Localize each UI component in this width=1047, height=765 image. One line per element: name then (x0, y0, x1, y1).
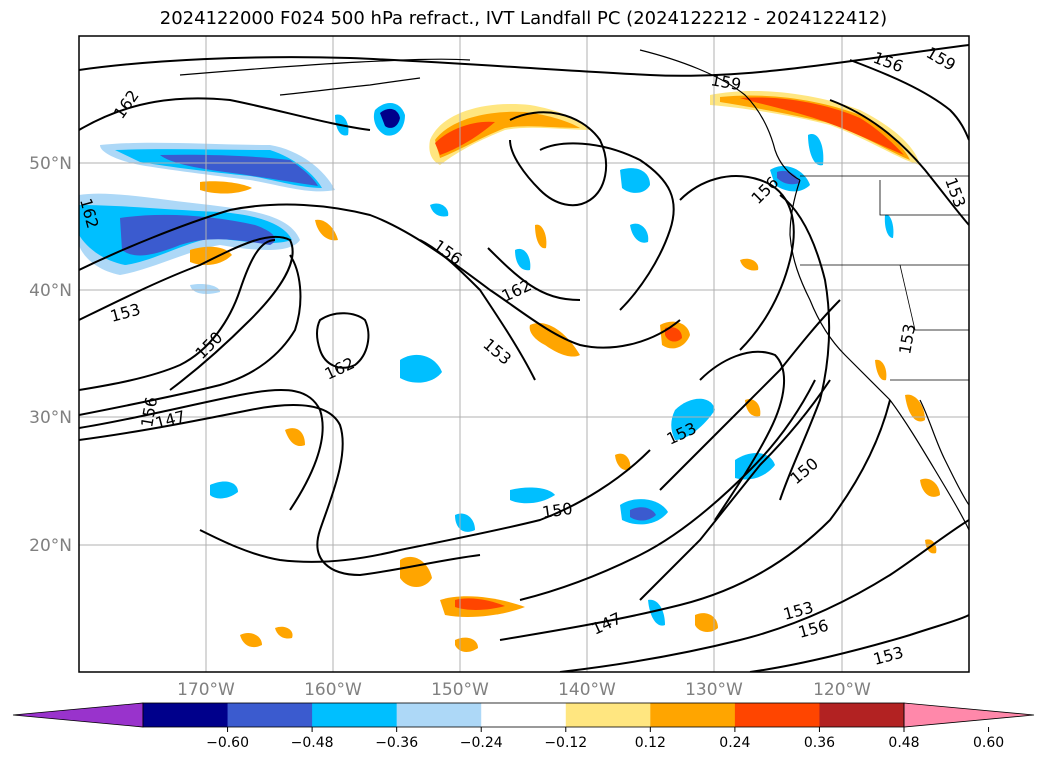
lon-label: 130°W (685, 680, 743, 700)
colorbar-tick-label: −0.24 (460, 735, 503, 751)
colorbar-segment (396, 703, 482, 727)
lon-label: 140°W (558, 680, 616, 700)
lon-label: 150°W (431, 680, 489, 700)
colorbar-extend-high (903, 702, 1035, 728)
colorbar-segment (143, 703, 229, 727)
colorbar-tick-label: 0.36 (804, 735, 835, 751)
colorbar-frame (142, 702, 905, 728)
longitude-labels: 170°W 160°W 150°W 140°W 130°W 120°W (177, 680, 871, 700)
colorbar-segment (819, 703, 905, 727)
colorbar-extend-low (12, 702, 144, 728)
colorbar-tick-label: 0.24 (719, 735, 750, 751)
latitude-labels: 50°N 40°N 30°N 20°N (29, 154, 72, 556)
refractivity-contours (79, 44, 969, 672)
colorbar-tick-label: 0.60 (973, 735, 1004, 751)
lat-label: 50°N (29, 154, 72, 174)
lat-label: 40°N (29, 281, 72, 301)
lat-label: 20°N (29, 536, 72, 556)
map-frame (78, 35, 970, 673)
colorbar-tick-label: −0.12 (544, 735, 587, 751)
graticule (79, 36, 969, 672)
colorbar-segment (481, 703, 567, 727)
colorbar-segment (312, 703, 398, 727)
colorbar-tick-label: 0.48 (888, 735, 919, 751)
map-title: 2024122000 F024 500 hPa refract., IVT La… (159, 8, 888, 29)
contour-labels: 162 162 153 150 156 147 156 162 162 153 … (76, 43, 969, 669)
lat-label: 30°N (29, 408, 72, 428)
map-plot-area: 162 162 153 150 156 147 156 162 162 153 … (76, 36, 969, 672)
colorbar: −0.60 −0.48 −0.36 −0.24 −0.12 0.12 0.24 0.36 0.4… (12, 702, 1035, 751)
contour-label: 150 (541, 499, 574, 522)
lon-label: 170°W (177, 680, 235, 700)
colorbar-tick-label: −0.36 (375, 735, 418, 751)
lon-label: 120°W (813, 680, 871, 700)
lon-label: 160°W (304, 680, 362, 700)
colorbar-tick-label: 0.12 (635, 735, 666, 751)
colorbar-tick-label: −0.60 (206, 735, 249, 751)
colorbar-segment (650, 703, 736, 727)
positive-shading (190, 90, 940, 652)
negative-shading (79, 103, 894, 626)
colorbar-segment (565, 703, 651, 727)
contour-label: 162 (76, 196, 102, 230)
colorbar-tick-label: −0.48 (291, 735, 334, 751)
colorbar-segment (734, 703, 820, 727)
colorbar-segment (227, 703, 313, 727)
coastlines (179, 49, 969, 531)
